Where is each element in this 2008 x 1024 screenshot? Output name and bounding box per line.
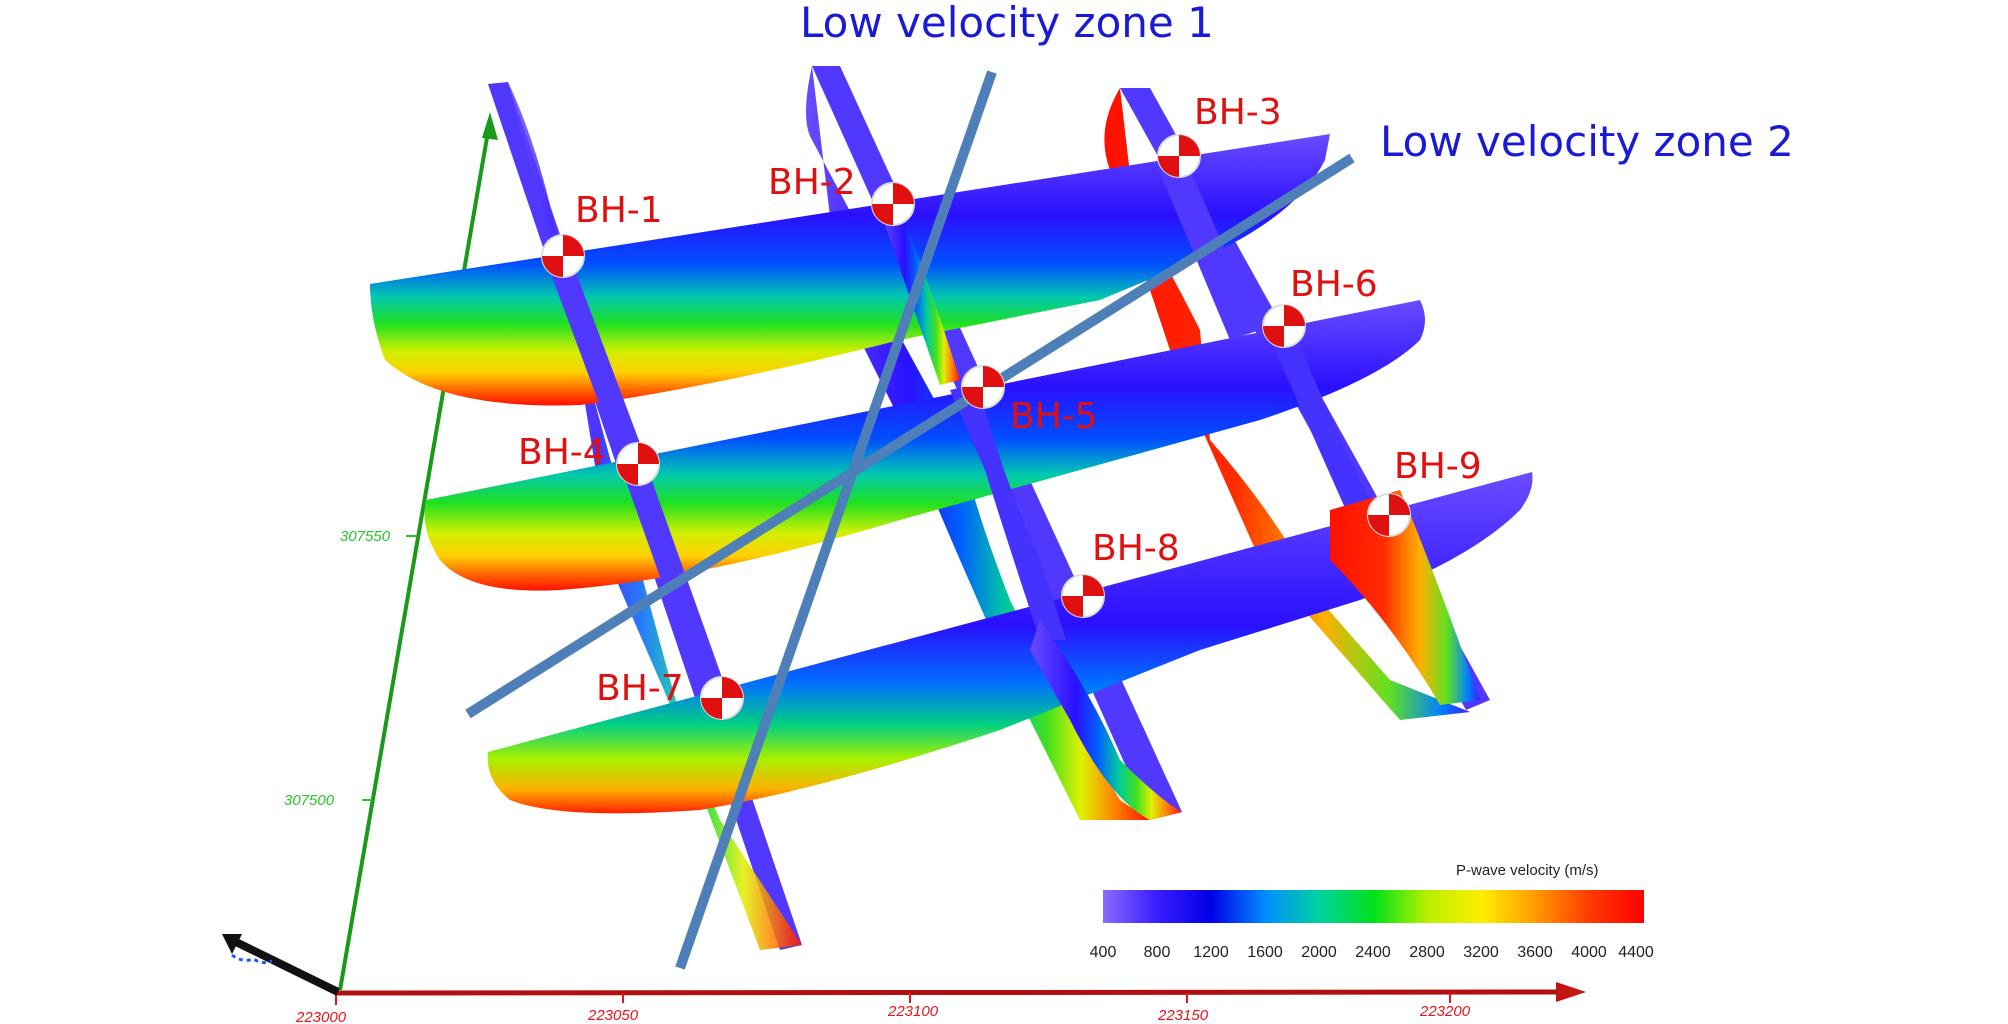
borehole-marker (1061, 574, 1105, 618)
low-velocity-zone-1-line (675, 70, 997, 970)
borehole-label: BH-4 (518, 432, 606, 473)
borehole-label: BH-7 (596, 668, 684, 709)
borehole-marker (541, 234, 585, 278)
x-tick-label: 223050 (587, 1007, 639, 1024)
ew-section-south (487, 472, 1533, 814)
borehole-marker (616, 442, 660, 486)
x-tick-label: 223150 (1157, 1007, 1209, 1024)
x-axis: 223000 223050 223100 223150 223200 (295, 982, 1586, 1024)
borehole-label: BH-3 (1194, 92, 1282, 133)
borehole-marker (700, 676, 744, 720)
borehole-label: BH-9 (1394, 446, 1482, 487)
low-velocity-zone-lines (465, 70, 1355, 970)
ew-section-north (370, 134, 1330, 406)
borehole-marker (1262, 304, 1306, 348)
x-tick-label: 223000 (295, 1009, 347, 1024)
x-tick-label: 223200 (1419, 1003, 1471, 1020)
y-tick-label: 307500 (284, 792, 335, 809)
borehole-marker (1157, 134, 1201, 178)
colorbar-tick: 400 (1090, 944, 1117, 961)
colorbar-tick: 3600 (1517, 944, 1553, 961)
borehole-label: BH-1 (575, 190, 663, 231)
borehole-label: BH-8 (1092, 528, 1180, 569)
low-velocity-zone-2-line (465, 153, 1355, 719)
borehole-marker (1367, 493, 1411, 537)
colorbar: P-wave velocity (m/s) 400 800 1200 1600 … (1090, 862, 1654, 961)
colorbar-tick: 2400 (1355, 944, 1391, 961)
colorbar-gradient (1103, 890, 1644, 923)
colorbar-tick: 1200 (1193, 944, 1229, 961)
x-tick-label: 223100 (887, 1003, 939, 1020)
colorbar-tick: 800 (1144, 944, 1171, 961)
y-tick-label: 307550 (340, 528, 391, 545)
borehole-marker (871, 182, 915, 226)
colorbar-tick: 1600 (1247, 944, 1283, 961)
borehole-label: BH-5 (1010, 396, 1098, 437)
colorbar-tick: 2800 (1409, 944, 1445, 961)
ew-section-middle (424, 300, 1426, 591)
borehole-label: BH-6 (1290, 264, 1378, 305)
low-velocity-zone-1-title: Low velocity zone 1 (800, 0, 1214, 47)
borehole-label: BH-2 (768, 162, 856, 203)
colorbar-tick: 4400 (1618, 944, 1654, 961)
low-velocity-zone-2-title: Low velocity zone 2 (1380, 117, 1794, 166)
colorbar-tick: 2000 (1301, 944, 1337, 961)
colorbar-tick: 4000 (1571, 944, 1607, 961)
colorbar-tick: 3200 (1463, 944, 1499, 961)
z-axis (222, 934, 340, 996)
y-axis: 307500 307550 (284, 112, 498, 991)
colorbar-title: P-wave velocity (m/s) (1456, 862, 1599, 879)
borehole-marker (961, 365, 1005, 409)
